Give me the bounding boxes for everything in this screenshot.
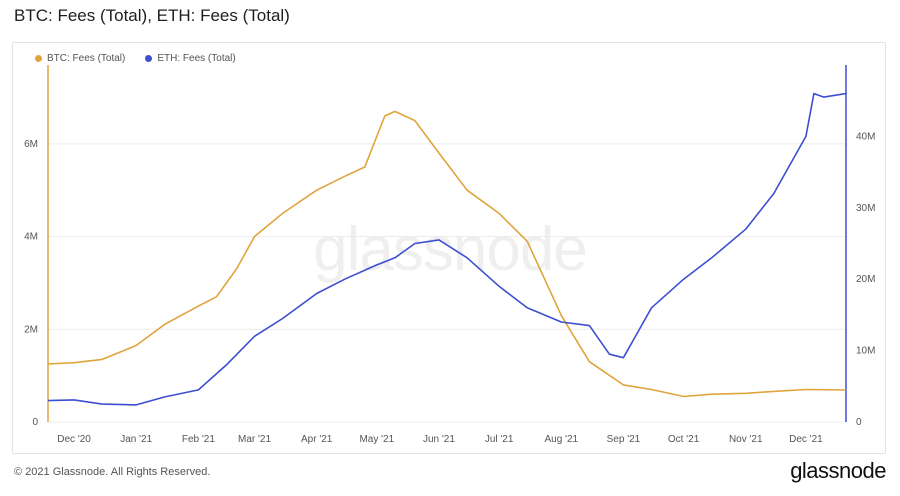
- line-chart[interactable]: 0 2M 4M 6M 0 10M 20M 30M 40M Dec '20 Jan '21 Feb '2…: [13, 43, 887, 455]
- legend-dot-btc: [35, 55, 42, 62]
- x-tick-label: Mar '21: [238, 434, 271, 445]
- chart-card: glassnode 0 2M 4M 6M 0 10M 20M 30M 40M Dec '20 Jan…: [12, 42, 886, 454]
- legend-label-btc: BTC: Fees (Total): [47, 53, 126, 64]
- x-tick-label: Nov '21: [729, 434, 763, 445]
- legend-item-eth[interactable]: ETH: Fees (Total): [145, 53, 236, 64]
- page-title: BTC: Fees (Total), ETH: Fees (Total): [14, 6, 290, 25]
- x-tick-label: Jul '21: [485, 434, 514, 445]
- x-tick-label: Jun '21: [423, 434, 455, 445]
- series-line-btc: [47, 110, 847, 398]
- y-right-tick-label: 30M: [856, 203, 875, 214]
- x-tick-label: Jan '21: [120, 434, 152, 445]
- series-line-eth: [47, 92, 847, 406]
- x-tick-label: Sep '21: [607, 434, 641, 445]
- x-tick-label: May '21: [359, 434, 394, 445]
- y-right-tick-label: 20M: [856, 274, 875, 285]
- legend-dot-eth: [145, 55, 153, 62]
- x-tick-label: Dec '21: [789, 434, 823, 445]
- y-left-tick-label: 4M: [24, 232, 38, 243]
- y-right-tick-label: 10M: [856, 346, 875, 357]
- legend-item-btc[interactable]: BTC: Fees (Total): [35, 53, 125, 64]
- legend: BTC: Fees (Total) ETH: Fees (Total): [35, 53, 236, 64]
- legend-label-eth: ETH: Fees (Total): [157, 53, 236, 64]
- x-tick-label: Oct '21: [668, 434, 700, 445]
- x-tick-label: Feb '21: [182, 434, 215, 445]
- footer-brand-logo[interactable]: glassnode: [790, 458, 886, 483]
- x-tick-label: Aug '21: [544, 434, 578, 445]
- footer-copyright: © 2021 Glassnode. All Rights Reserved.: [14, 466, 211, 478]
- y-left-tick-label: 2M: [24, 324, 38, 335]
- y-left-tick-label: 0: [32, 417, 38, 428]
- y-right-tick-label: 0: [856, 417, 862, 428]
- y-left-tick-label: 6M: [24, 139, 38, 150]
- x-tick-label: Dec '20: [57, 434, 91, 445]
- x-tick-label: Apr '21: [301, 434, 333, 445]
- y-right-tick-label: 40M: [856, 131, 875, 142]
